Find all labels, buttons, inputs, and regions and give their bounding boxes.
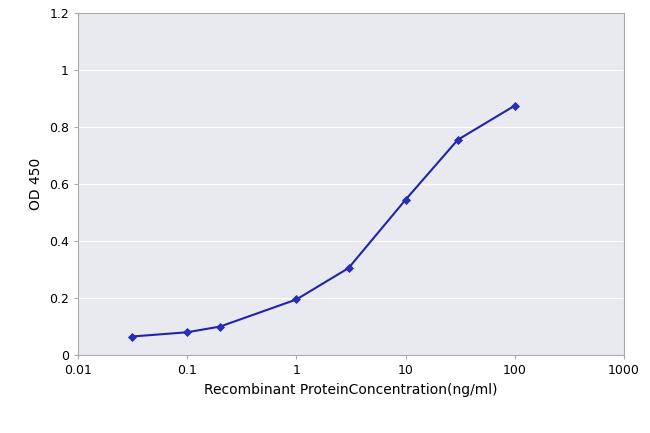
Y-axis label: OD 450: OD 450	[29, 158, 44, 210]
X-axis label: Recombinant ProteinConcentration(ng/ml): Recombinant ProteinConcentration(ng/ml)	[204, 383, 498, 397]
